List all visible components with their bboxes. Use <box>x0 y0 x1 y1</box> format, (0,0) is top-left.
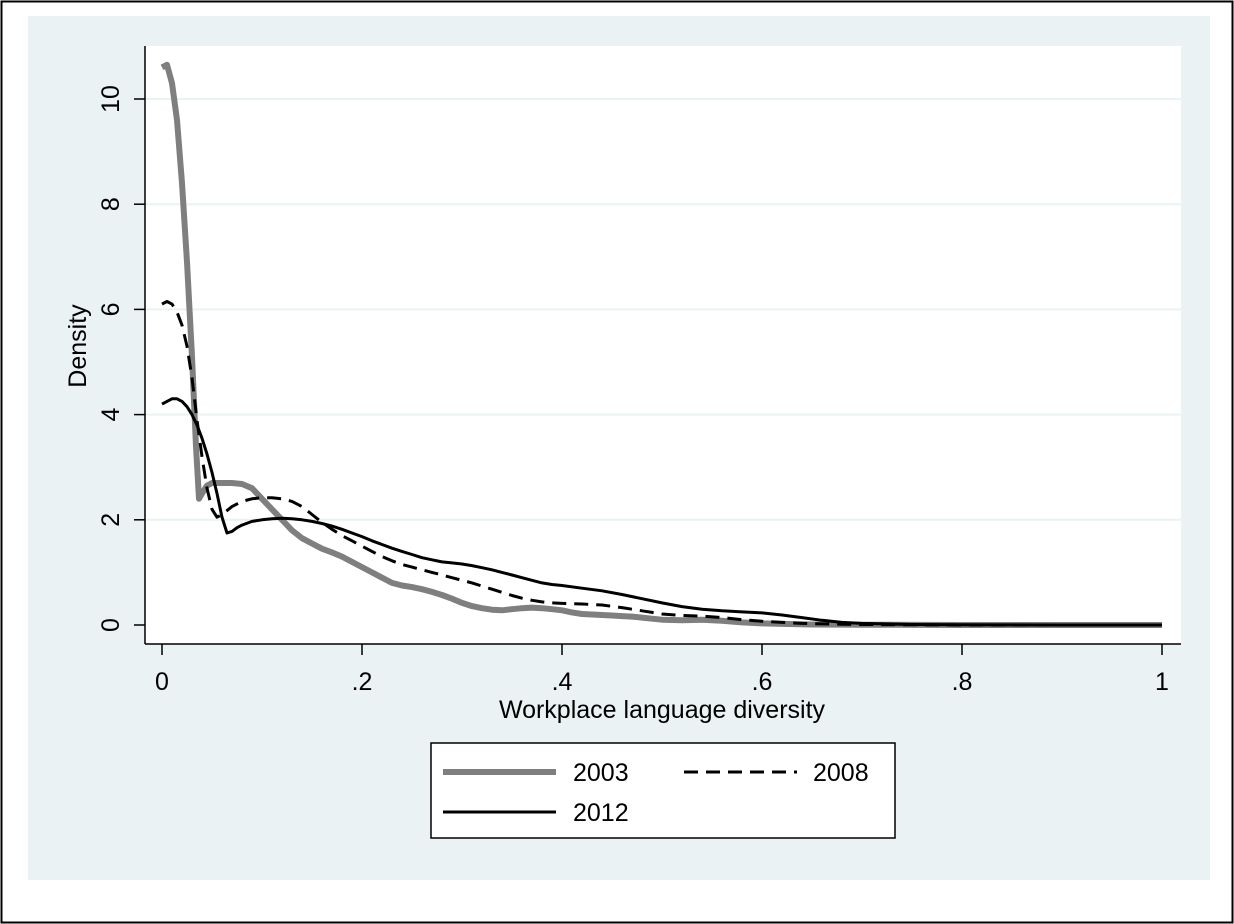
x-tick-label-.8: .8 <box>952 668 973 696</box>
x-axis-ticks: 0 .2 .4 .6 .8 1 <box>155 644 1169 696</box>
y-tick-label-2: 2 <box>97 513 125 527</box>
y-tick-label-10: 10 <box>97 85 125 113</box>
x-tick-label-.4: .4 <box>552 668 573 696</box>
x-tick-label-.6: .6 <box>752 668 773 696</box>
y-axis-ticks: 0 2 4 6 8 10 <box>97 85 145 632</box>
y-axis-title: Density <box>64 304 92 388</box>
legend: 2003 2008 2012 <box>430 742 896 839</box>
series-line-2012 <box>161 397 1162 627</box>
legend-label-2003: 2003 <box>573 759 629 787</box>
legend-label-2008: 2008 <box>813 759 869 787</box>
x-axis-title: Workplace language diversity <box>499 696 826 724</box>
y-tick-label-0: 0 <box>97 618 125 632</box>
series-layer <box>160 61 1162 628</box>
x-tick-label-0: 0 <box>155 668 169 696</box>
y-tick-label-6: 6 <box>97 302 125 316</box>
plot-area <box>145 46 1181 644</box>
y-gridlines <box>145 98 1181 521</box>
series-line-2008 <box>161 300 1162 627</box>
x-tick-label-1: 1 <box>1155 668 1169 696</box>
x-tick-label-.2: .2 <box>352 668 373 696</box>
legend-box <box>430 742 896 839</box>
y-tick-label-8: 8 <box>97 197 125 211</box>
legend-label-2012: 2012 <box>573 799 629 827</box>
y-tick-label-4: 4 <box>97 408 125 422</box>
